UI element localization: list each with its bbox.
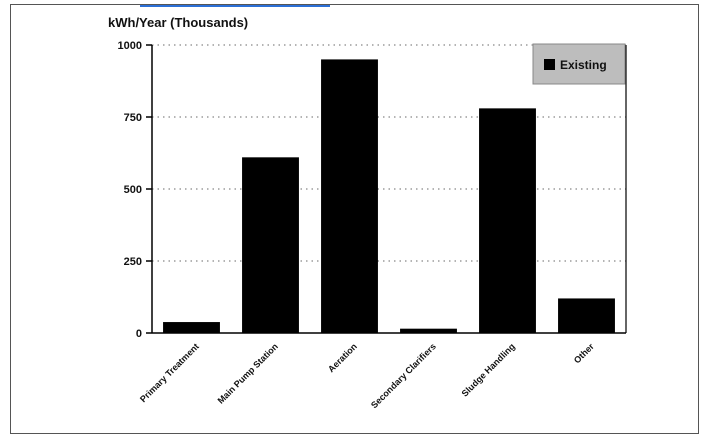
y-ticks-group: 0 250 500 750 1000 bbox=[118, 40, 152, 340]
x-tick-label-0: Primary Treatment bbox=[138, 341, 201, 404]
x-tick-label-5: Other bbox=[572, 341, 596, 365]
y-tick-label-750: 750 bbox=[124, 112, 142, 124]
legend: Existing bbox=[532, 43, 626, 85]
x-categories-group: Primary Treatment Main Pump Station Aerati… bbox=[138, 341, 596, 410]
x-tick-label-1: Main Pump Station bbox=[216, 341, 280, 405]
y-axis-label: kWh/Year (Thousands) bbox=[108, 15, 248, 30]
y-tick-label-250: 250 bbox=[124, 256, 142, 268]
legend-swatch-existing bbox=[544, 59, 555, 70]
top-edge-accent bbox=[140, 0, 330, 7]
bar-other bbox=[558, 298, 615, 333]
x-tick-label-4: Sludge Handling bbox=[460, 341, 517, 398]
y-tick-label-1000: 1000 bbox=[118, 40, 142, 52]
bar-secondary-clarifiers bbox=[400, 328, 457, 333]
legend-label-existing: Existing bbox=[560, 58, 607, 72]
y-tick-label-500: 500 bbox=[124, 184, 142, 196]
bar-aeration bbox=[321, 59, 378, 334]
x-tick-label-2: Aeration bbox=[326, 341, 359, 374]
bar-primary-treatment bbox=[163, 322, 220, 333]
gridlines bbox=[152, 44, 626, 262]
bar-sludge-handling bbox=[479, 108, 536, 333]
y-tick-label-0: 0 bbox=[136, 328, 142, 340]
bars-group bbox=[163, 59, 615, 334]
bar-main-pump-station bbox=[242, 157, 299, 333]
x-tick-label-3: Secondary Clarifiers bbox=[369, 341, 438, 410]
